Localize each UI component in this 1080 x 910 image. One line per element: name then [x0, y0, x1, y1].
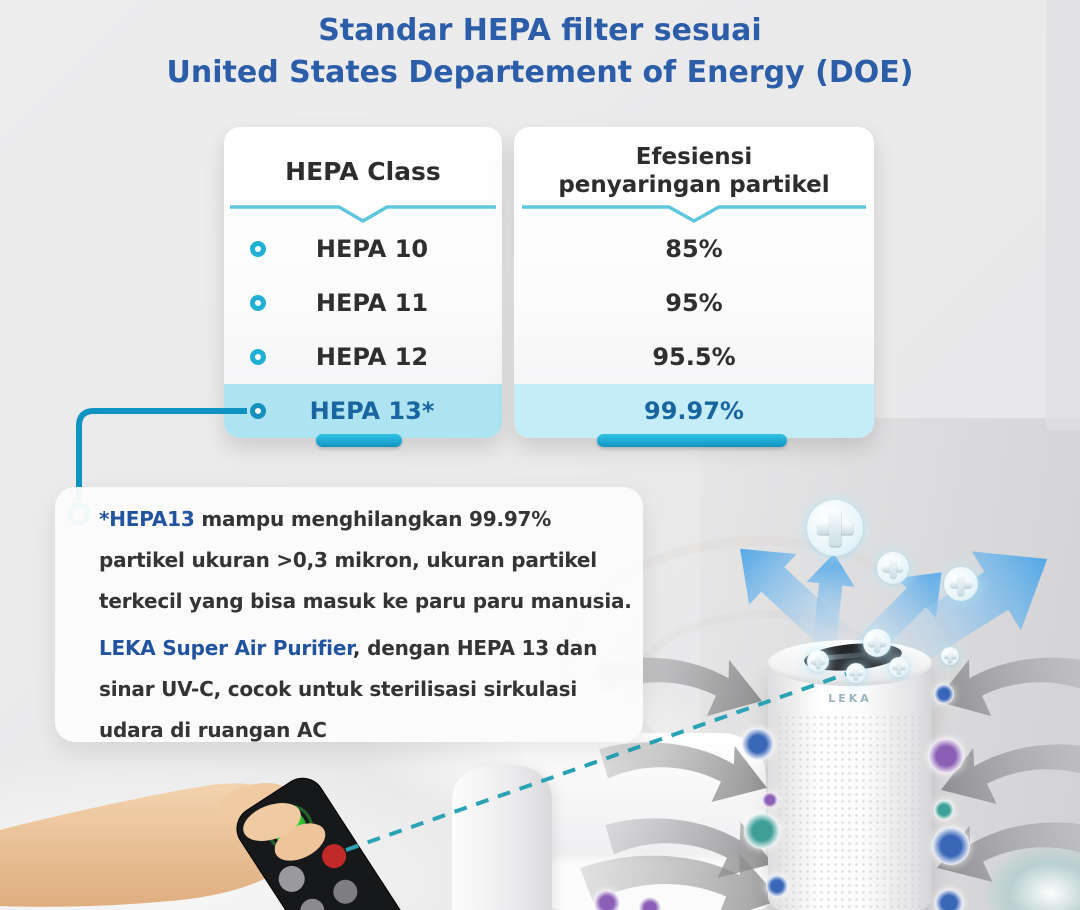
row-bullet-icon — [250, 403, 266, 419]
table-row: 85% — [514, 222, 874, 276]
row-bullet-icon — [250, 241, 266, 257]
hepa-class-value: HEPA 12 — [315, 343, 429, 371]
table-row-highlighted: 99.97% — [514, 384, 874, 438]
efficiency-header: Efesiensi penyaringan partikel — [558, 144, 830, 198]
efficiency-value: 95.5% — [652, 343, 736, 371]
row-bullet-icon — [250, 349, 266, 365]
air-purifier-filter-mesh — [776, 714, 924, 910]
efficiency-card: Efesiensi penyaringan partikel 85% 95% 9… — [514, 127, 874, 447]
efficiency-value: 85% — [665, 235, 723, 263]
armchair-arm — [452, 766, 552, 910]
efficiency-value: 95% — [665, 289, 723, 317]
hepa-class-value: HEPA 10 — [315, 235, 429, 263]
armchair-seat — [545, 852, 773, 910]
floor-light — [0, 760, 520, 910]
hepa-class-value: HEPA 11 — [315, 289, 429, 317]
efficiency-value: 99.97% — [644, 397, 744, 425]
footnote-product-highlight: LEKA Super Air Purifier — [99, 636, 353, 660]
header-divider-chevron — [230, 205, 496, 223]
footnote-hepa13-highlight: *HEPA13 — [99, 507, 195, 531]
card-accent-bar — [316, 434, 402, 447]
row-bullet-icon — [250, 295, 266, 311]
table-row: HEPA 10 — [224, 222, 502, 276]
hepa-class-header: HEPA Class — [285, 157, 441, 186]
page-title: Standar HEPA filter sesuai United States… — [0, 10, 1080, 94]
air-purifier: LEKA — [768, 639, 932, 910]
footnote-box: *HEPA13 mampu menghilangkan 99.97% parti… — [55, 487, 643, 742]
plant-decoration — [985, 845, 1080, 910]
header-divider-chevron — [522, 205, 866, 223]
title-line-2: United States Departement of Energy (DOE… — [166, 55, 914, 90]
hepa-class-card: HEPA Class HEPA 10 HEPA 11 HEPA 12 HEPA … — [224, 127, 502, 447]
room-wall-seam — [1046, 0, 1080, 430]
brand-label: LEKA — [828, 692, 872, 705]
title-line-1: Standar HEPA filter sesuai — [318, 13, 762, 48]
hepa-class-value: HEPA 13* — [309, 397, 435, 425]
table-row: HEPA 11 — [224, 276, 502, 330]
table-row: 95.5% — [514, 330, 874, 384]
footnote-hepa13: *HEPA13 mampu menghilangkan 99.97% parti… — [99, 507, 632, 613]
table-row: HEPA 12 — [224, 330, 502, 384]
card-accent-bar — [597, 434, 787, 447]
table-row: 95% — [514, 276, 874, 330]
footnote-product: LEKA Super Air Purifier, dengan HEPA 13 … — [99, 636, 598, 742]
table-row-highlighted: HEPA 13* — [224, 384, 502, 438]
